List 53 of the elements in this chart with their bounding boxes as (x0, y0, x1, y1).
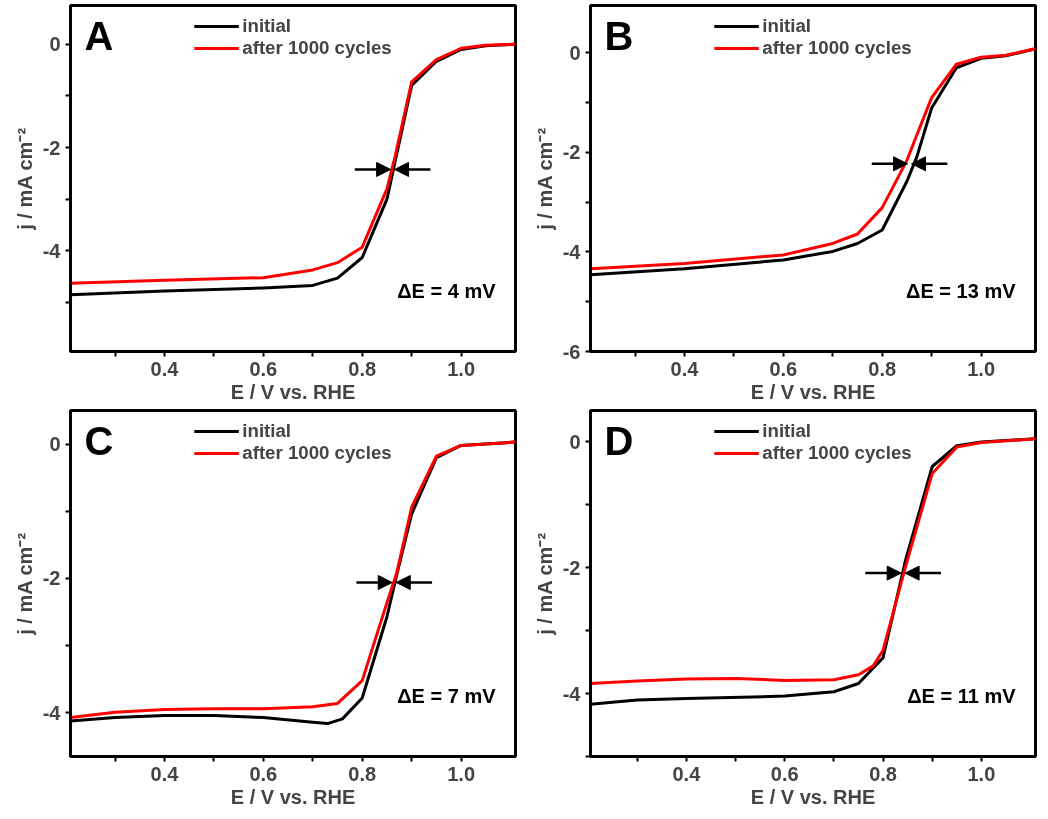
y-tick-label: 0 (49, 433, 61, 456)
x-tick-label: 0.4 (150, 762, 180, 785)
annotation: D (604, 418, 634, 463)
x-tick-label: 1.0 (967, 762, 996, 785)
legend-label: after 1000 cycles (242, 442, 392, 464)
annotation: ΔE = 7 mV (397, 684, 497, 707)
x-tick-label: 0.4 (150, 357, 180, 380)
y-axis-title: j / mA cm⁻² (533, 127, 556, 231)
x-tick-label: 0.8 (348, 357, 377, 380)
annotation: ΔE = 11 mV (907, 684, 1017, 707)
y-tick-label: 0 (569, 430, 581, 453)
legend-label: initial (762, 420, 812, 442)
annotation: C (84, 418, 114, 463)
x-axis-title: E / V vs. RHE (230, 380, 356, 403)
x-tick-label: 0.4 (670, 357, 700, 380)
annotation: A (84, 13, 114, 58)
x-tick-label: 0.4 (672, 762, 702, 785)
legend-label: after 1000 cycles (242, 37, 392, 59)
y-tick-label: 0 (569, 41, 581, 64)
x-tick-label: 0.6 (770, 762, 799, 785)
x-tick-label: 0.8 (348, 762, 377, 785)
annotation: B (604, 13, 634, 58)
y-tick-label: -2 (562, 556, 581, 579)
x-tick-label: 1.0 (967, 357, 996, 380)
legend-label: after 1000 cycles (762, 37, 912, 59)
legend-label: initial (242, 15, 292, 37)
x-tick-label: 0.8 (869, 762, 897, 785)
y-axis-title: j / mA cm⁻² (13, 127, 36, 231)
y-tick-label: -4 (42, 701, 62, 724)
y-tick-label: -4 (562, 682, 582, 705)
x-tick-label: 1.0 (447, 357, 476, 380)
x-tick-label: 0.6 (249, 357, 278, 380)
x-axis-title: E / V vs. RHE (750, 380, 876, 403)
x-tick-label: 0.6 (769, 357, 798, 380)
legend-label: initial (762, 15, 812, 37)
y-tick-label: -6 (562, 340, 581, 363)
y-tick-label: -4 (42, 239, 62, 262)
annotation: ΔE = 13 mV (906, 279, 1017, 302)
y-tick-label: 0 (49, 33, 61, 56)
y-tick-label: -2 (42, 567, 61, 590)
x-tick-label: 1.0 (447, 762, 476, 785)
x-tick-label: 0.8 (868, 357, 897, 380)
legend-label: after 1000 cycles (762, 442, 912, 464)
x-tick-label: 0.6 (249, 762, 278, 785)
y-axis-title: j / mA cm⁻² (13, 532, 36, 636)
annotation: ΔE = 4 mV (397, 279, 497, 302)
y-tick-label: -4 (562, 240, 582, 263)
y-tick-label: -2 (42, 136, 61, 159)
y-tick-label: -2 (562, 141, 581, 164)
x-axis-title: E / V vs. RHE (750, 785, 876, 808)
x-axis-title: E / V vs. RHE (230, 785, 356, 808)
legend-label: initial (242, 420, 292, 442)
y-axis-title: j / mA cm⁻² (533, 532, 556, 636)
